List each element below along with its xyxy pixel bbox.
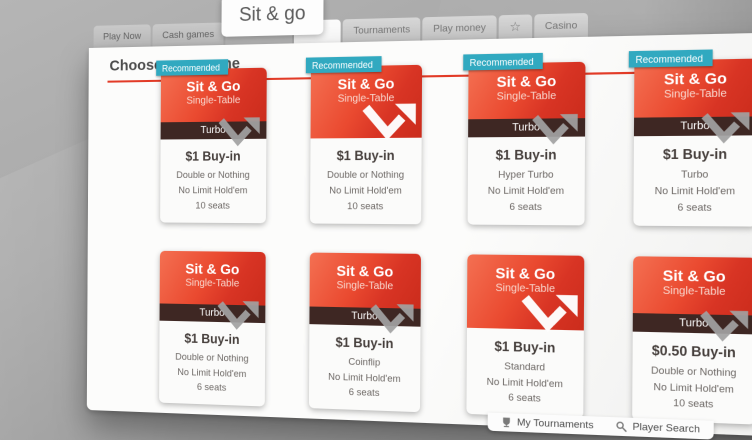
game-card-grid: Recommended Sit & Go Single-Table Turbo … [100,49,752,425]
jump-arrow-icon [529,112,579,149]
tab-tournaments[interactable]: Tournaments [343,17,421,43]
variant-label: Hyper Turbo [498,169,554,180]
card-title: Sit & Go [662,266,726,285]
tab-cash-games[interactable]: Cash games [152,22,224,47]
variant-label: Double or Nothing [327,169,405,180]
sng-card-4[interactable]: Recommended Sit & Go Single-Table Turbo … [628,49,752,227]
card-title: Sit & Go [185,259,240,278]
tab-play-money[interactable]: Play money [422,15,497,41]
player-search-link[interactable]: Player Search [616,420,700,436]
card-subtitle: Single-Table [186,94,241,107]
tab-play-now[interactable]: Play Now [93,24,151,48]
card-header: Sit & Go Single-Table [468,61,586,120]
card-title: Sit & Go [495,263,556,282]
sng-card-7[interactable]: Sit & Go Single-Table $1 Buy-in Standard… [466,253,585,419]
recommended-badge: Recommended [463,52,543,71]
card-header: Sit & Go Single-Table [309,252,421,309]
seats-label: 6 seats [509,201,542,212]
game-type-label: No Limit Hold'em [487,185,565,196]
jump-arrow-icon [359,101,417,146]
sng-card-6[interactable]: Sit & Go Single-Table Turbo $1 Buy-in Co… [308,252,421,413]
sng-card-2[interactable]: Recommended Sit & Go Single-Table $1 Buy… [305,56,423,224]
game-type-label: No Limit Hold'em [654,185,736,197]
search-icon [616,420,628,432]
seats-label: 10 seats [347,200,384,212]
card-subtitle: Single-Table [336,279,394,293]
recommended-badge: Recommended [628,49,713,68]
jump-arrow-icon [518,291,579,338]
poker-lobby-window: Sit & go Play Now Cash games fastforward… [86,0,752,440]
card-body: $1 Buy-in Hyper Turbo No Limit Hold'em 6… [468,137,585,225]
card-header: Sit & Go Single-Table [159,250,266,306]
seats-label: 10 seats [195,200,230,211]
buyin-label: $1 Buy-in [494,338,556,356]
tab-casino[interactable]: Casino [534,12,589,39]
card-subtitle: Single-Table [496,90,557,103]
jump-arrow-icon [215,298,261,334]
seats-label: 6 seats [508,392,541,405]
card-body: $1 Buy-in Turbo No Limit Hold'em 6 seats [633,135,752,226]
game-type-label: No Limit Hold'em [329,185,402,196]
card-header: Sit & Go Single-Table [632,255,752,316]
buyin-label: $1 Buy-in [185,149,241,164]
card-body: $1 Buy-in Standard No Limit Hold'em 6 se… [466,327,583,418]
jump-arrow-icon [697,307,750,346]
jump-arrow-icon [216,115,262,150]
seats-label: 6 seats [348,387,380,399]
variant-label: Double or Nothing [176,169,250,180]
star-icon: ☆ [509,18,522,35]
game-type-label: No Limit Hold'em [178,184,248,196]
buyin-label: $1 Buy-in [336,148,395,164]
card-title: Sit & Go [186,77,241,95]
jump-arrow-icon [367,301,415,338]
card-header: Sit & Go Single-Table [634,58,752,118]
card-subtitle: Single-Table [662,284,726,298]
my-tournaments-label: My Tournaments [516,416,594,432]
tab-favorites[interactable]: ☆ [498,14,532,39]
seats-label: 10 seats [673,397,714,411]
card-title: Sit & Go [496,72,557,91]
recommended-badge: Recommended [305,56,382,74]
seats-label: 6 seats [196,381,227,394]
player-search-label: Player Search [632,421,700,436]
variant-label: Double or Nothing [175,351,249,364]
card-body: $1 Buy-in Double or Nothing No Limit Hol… [160,139,266,223]
trophy-icon [503,417,511,428]
card-subtitle: Single-Table [663,87,727,101]
lobby-panel: Choose your game Recommended Sit & Go Si… [86,32,752,440]
sng-card-8[interactable]: Sit & Go Single-Table Turbo $0.50 Buy-in… [632,255,752,425]
card-title: Sit & Go [337,74,395,93]
jump-arrow-icon [698,110,751,148]
buyin-label: $1 Buy-in [662,146,728,163]
my-tournaments-link[interactable]: My Tournaments [501,416,594,432]
active-tab-sit-and-go[interactable]: Sit & go [221,0,324,37]
sng-card-3[interactable]: Recommended Sit & Go Single-Table Turbo … [463,52,586,225]
sng-card-5[interactable]: Sit & Go Single-Table Turbo $1 Buy-in Do… [159,250,266,407]
recommended-badge: Recommended [156,59,228,76]
buyin-label: $1 Buy-in [495,147,557,163]
card-title: Sit & Go [663,69,728,88]
card-subtitle: Single-Table [185,277,240,290]
card-header: Sit & Go Single-Table [160,67,267,123]
card-title: Sit & Go [336,261,394,280]
variant-label: Turbo [681,168,709,180]
card-body: $1 Buy-in Double or Nothing No Limit Hol… [310,138,422,224]
seats-label: 6 seats [677,201,712,213]
sng-card-1[interactable]: Recommended Sit & Go Single-Table Turbo … [156,59,267,223]
